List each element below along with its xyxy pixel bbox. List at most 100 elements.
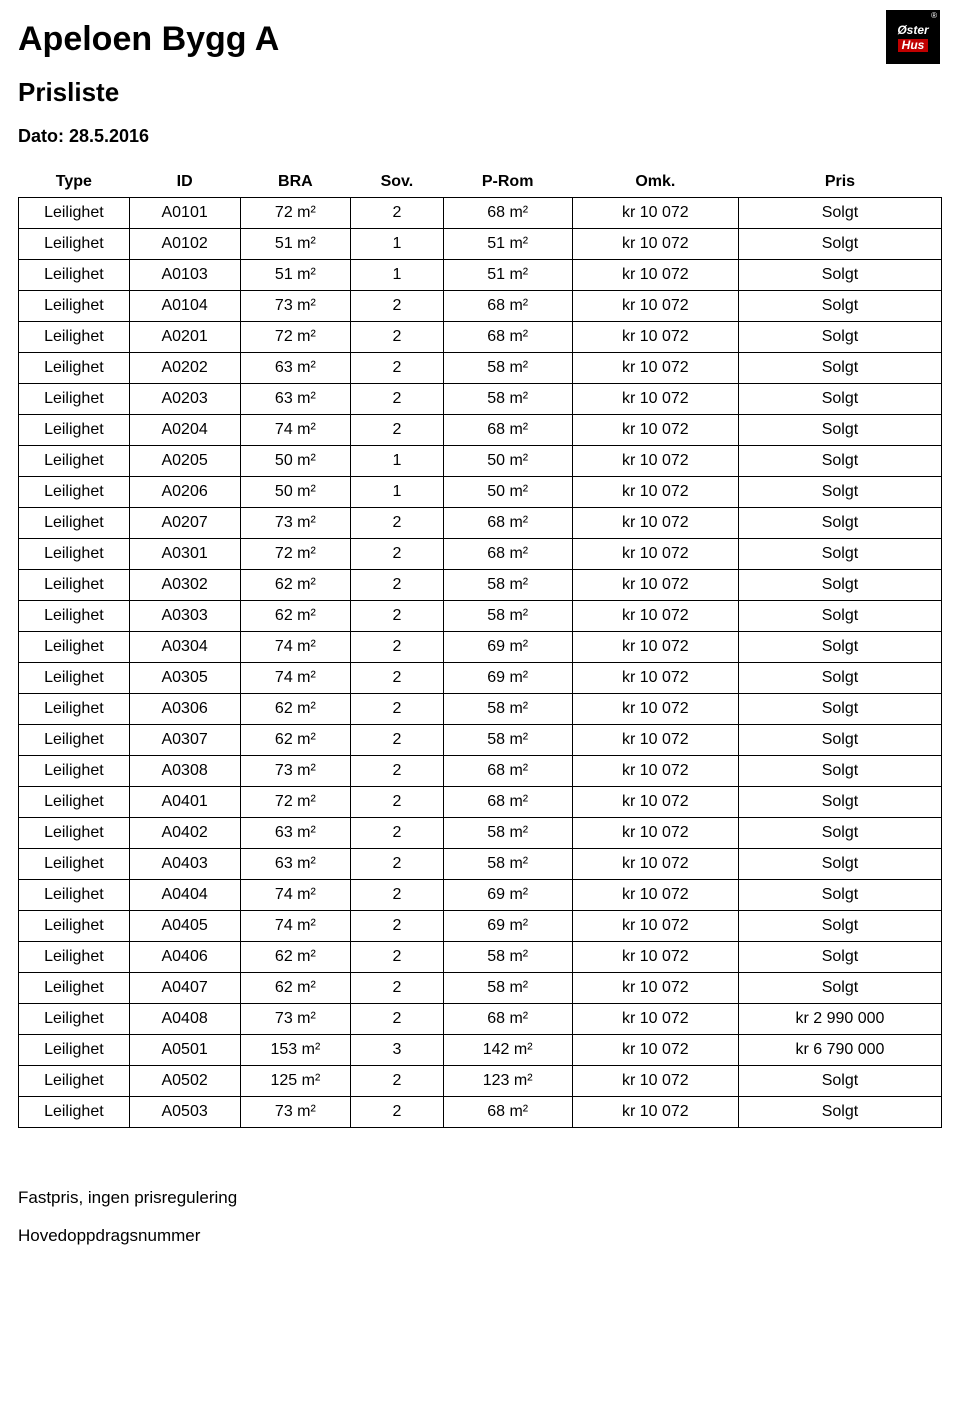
table-cell: 62 m² bbox=[240, 570, 351, 601]
table-cell: Solgt bbox=[738, 632, 941, 663]
table-cell: Leilighet bbox=[19, 570, 130, 601]
table-cell: kr 10 072 bbox=[572, 477, 738, 508]
table-cell: kr 2 990 000 bbox=[738, 1004, 941, 1035]
table-row: LeilighetA040363 m²258 m²kr 10 072Solgt bbox=[19, 849, 942, 880]
table-cell: A0307 bbox=[129, 725, 240, 756]
table-row: LeilighetA010172 m²268 m²kr 10 072Solgt bbox=[19, 198, 942, 229]
table-row: LeilighetA0502125 m²2123 m²kr 10 072Solg… bbox=[19, 1066, 942, 1097]
table-cell: 2 bbox=[351, 787, 443, 818]
table-cell: 73 m² bbox=[240, 291, 351, 322]
table-cell: A0308 bbox=[129, 756, 240, 787]
table-cell: 51 m² bbox=[443, 260, 572, 291]
table-cell: kr 10 072 bbox=[572, 601, 738, 632]
table-cell: 69 m² bbox=[443, 663, 572, 694]
table-header: TypeIDBRASov.P-RomOmk.Pris bbox=[19, 167, 942, 198]
table-col-3: Sov. bbox=[351, 167, 443, 198]
table-cell: A0201 bbox=[129, 322, 240, 353]
table-cell: 68 m² bbox=[443, 756, 572, 787]
table-cell: kr 10 072 bbox=[572, 446, 738, 477]
table-cell: kr 10 072 bbox=[572, 1097, 738, 1128]
table-cell: 73 m² bbox=[240, 1097, 351, 1128]
table-row: LeilighetA040574 m²269 m²kr 10 072Solgt bbox=[19, 911, 942, 942]
table-cell: kr 10 072 bbox=[572, 787, 738, 818]
table-cell: A0403 bbox=[129, 849, 240, 880]
table-cell: 2 bbox=[351, 1004, 443, 1035]
table-cell: A0202 bbox=[129, 353, 240, 384]
table-header-row: TypeIDBRASov.P-RomOmk.Pris bbox=[19, 167, 942, 198]
table-cell: 72 m² bbox=[240, 198, 351, 229]
table-row: LeilighetA030262 m²258 m²kr 10 072Solgt bbox=[19, 570, 942, 601]
table-cell: 2 bbox=[351, 818, 443, 849]
table-cell: 50 m² bbox=[443, 446, 572, 477]
page: ® Øster Hus Apeloen Bygg A Prisliste Dat… bbox=[0, 0, 960, 1304]
table-cell: 72 m² bbox=[240, 787, 351, 818]
table-cell: Solgt bbox=[738, 477, 941, 508]
table-cell: 62 m² bbox=[240, 694, 351, 725]
table-cell: 51 m² bbox=[443, 229, 572, 260]
table-cell: A0304 bbox=[129, 632, 240, 663]
table-cell: Leilighet bbox=[19, 1066, 130, 1097]
table-cell: 2 bbox=[351, 508, 443, 539]
table-cell: 58 m² bbox=[443, 973, 572, 1004]
table-cell: kr 10 072 bbox=[572, 570, 738, 601]
table-col-4: P-Rom bbox=[443, 167, 572, 198]
table-cell: 63 m² bbox=[240, 384, 351, 415]
table-cell: Leilighet bbox=[19, 353, 130, 384]
table-cell: A0406 bbox=[129, 942, 240, 973]
table-cell: Solgt bbox=[738, 1066, 941, 1097]
table-cell: Solgt bbox=[738, 539, 941, 570]
table-row: LeilighetA020550 m²150 m²kr 10 072Solgt bbox=[19, 446, 942, 477]
table-col-1: ID bbox=[129, 167, 240, 198]
footer-note-2: Hovedoppdragsnummer bbox=[18, 1226, 942, 1246]
table-cell: A0402 bbox=[129, 818, 240, 849]
table-cell: A0502 bbox=[129, 1066, 240, 1097]
table-cell: 2 bbox=[351, 198, 443, 229]
table-cell: 74 m² bbox=[240, 911, 351, 942]
table-cell: A0207 bbox=[129, 508, 240, 539]
table-cell: 68 m² bbox=[443, 415, 572, 446]
table-cell: Leilighet bbox=[19, 260, 130, 291]
table-cell: 73 m² bbox=[240, 756, 351, 787]
table-cell: Leilighet bbox=[19, 477, 130, 508]
table-cell: Leilighet bbox=[19, 322, 130, 353]
table-cell: Leilighet bbox=[19, 384, 130, 415]
table-cell: 1 bbox=[351, 260, 443, 291]
table-cell: Solgt bbox=[738, 880, 941, 911]
logo-line1: Øster bbox=[897, 24, 928, 37]
table-cell: 74 m² bbox=[240, 415, 351, 446]
table-cell: 50 m² bbox=[240, 477, 351, 508]
table-cell: 58 m² bbox=[443, 725, 572, 756]
table-cell: 1 bbox=[351, 229, 443, 260]
table-cell: Leilighet bbox=[19, 911, 130, 942]
table-row: LeilighetA010473 m²268 m²kr 10 072Solgt bbox=[19, 291, 942, 322]
table-cell: 68 m² bbox=[443, 322, 572, 353]
table-cell: A0401 bbox=[129, 787, 240, 818]
table-row: LeilighetA0501153 m²3142 m²kr 10 072kr 6… bbox=[19, 1035, 942, 1066]
table-cell: A0206 bbox=[129, 477, 240, 508]
table-cell: A0503 bbox=[129, 1097, 240, 1128]
table-col-5: Omk. bbox=[572, 167, 738, 198]
table-cell: kr 10 072 bbox=[572, 880, 738, 911]
table-row: LeilighetA040172 m²268 m²kr 10 072Solgt bbox=[19, 787, 942, 818]
table-cell: A0408 bbox=[129, 1004, 240, 1035]
table-cell: Leilighet bbox=[19, 601, 130, 632]
table-cell: Leilighet bbox=[19, 973, 130, 1004]
table-cell: 63 m² bbox=[240, 849, 351, 880]
table-cell: 58 m² bbox=[443, 601, 572, 632]
table-cell: A0301 bbox=[129, 539, 240, 570]
table-cell: 58 m² bbox=[443, 849, 572, 880]
footer-note-1: Fastpris, ingen prisregulering bbox=[18, 1188, 942, 1208]
table-cell: A0306 bbox=[129, 694, 240, 725]
table-cell: A0303 bbox=[129, 601, 240, 632]
table-cell: Leilighet bbox=[19, 198, 130, 229]
table-cell: 2 bbox=[351, 1066, 443, 1097]
table-cell: 2 bbox=[351, 322, 443, 353]
table-cell: kr 10 072 bbox=[572, 291, 738, 322]
table-cell: Solgt bbox=[738, 260, 941, 291]
table-cell: Solgt bbox=[738, 756, 941, 787]
table-cell: A0405 bbox=[129, 911, 240, 942]
table-cell: kr 10 072 bbox=[572, 229, 738, 260]
table-cell: A0101 bbox=[129, 198, 240, 229]
table-cell: 50 m² bbox=[240, 446, 351, 477]
brand-logo: ® Øster Hus bbox=[886, 10, 940, 64]
